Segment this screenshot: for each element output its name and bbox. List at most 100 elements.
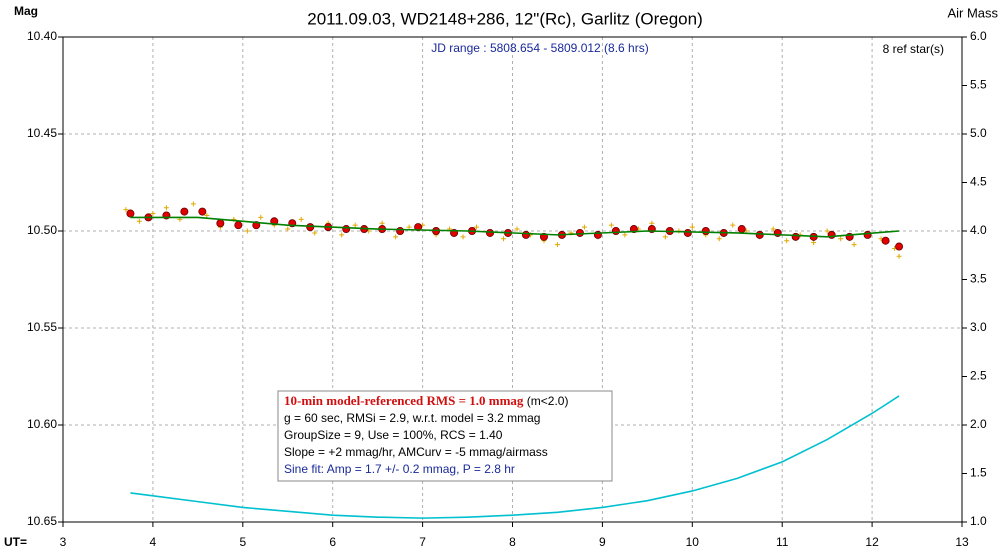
binned-point <box>486 228 495 237</box>
raw-point <box>649 220 655 226</box>
y2-tick-label: 3.5 <box>970 272 987 286</box>
binned-point <box>791 232 800 241</box>
raw-point <box>689 224 695 230</box>
raw-point <box>393 234 399 240</box>
y-tick-label: 10.40 <box>27 29 57 43</box>
raw-point <box>851 242 857 248</box>
raw-point <box>716 236 722 242</box>
y2-tick-label: 1.5 <box>970 466 987 480</box>
series-line <box>130 216 900 238</box>
series-line <box>130 395 900 519</box>
raw-point <box>312 230 318 236</box>
raw-point <box>379 220 385 226</box>
raw-point <box>204 212 210 218</box>
binned-point <box>198 207 207 216</box>
stats-line: GroupSize = 9, Use = 100%, RCS = 1.40 <box>284 428 503 442</box>
x-tick-label: 12 <box>865 535 879 549</box>
raw-point <box>136 218 142 224</box>
stats-line: g = 60 sec, RMSi = 2.9, w.r.t. model = 3… <box>284 411 540 425</box>
y-axis-label: Mag <box>14 4 38 18</box>
y-tick-label: 10.50 <box>27 223 57 237</box>
raw-point <box>501 236 507 242</box>
raw-point <box>150 211 156 217</box>
binned-point <box>342 225 351 234</box>
raw-point <box>770 226 776 232</box>
stats-line: Slope = +2 mmag/hr, AMCurv = -5 mmag/air… <box>284 445 548 459</box>
y2-tick-label: 6.0 <box>970 29 987 43</box>
stats-rms: 10-min model-referenced RMS = 1.0 mmag <box>284 393 524 408</box>
raw-point <box>406 224 412 230</box>
raw-point <box>298 216 304 222</box>
raw-point <box>811 240 817 246</box>
y-tick-label: 10.60 <box>27 417 57 431</box>
y2-tick-label: 4.5 <box>970 175 987 189</box>
y2-tick-label: 5.5 <box>970 78 987 92</box>
binned-point <box>180 207 189 216</box>
binned-point <box>575 228 584 237</box>
x-tick-label: 8 <box>509 535 516 549</box>
x-tick-label: 5 <box>239 535 246 549</box>
subtitle: JD range : 5808.654 - 5809.012 (8.6 hrs) <box>431 41 648 55</box>
binned-point <box>216 219 225 228</box>
binned-point <box>755 230 764 239</box>
raw-point <box>285 226 291 232</box>
y2-tick-label: 1.0 <box>970 514 987 528</box>
raw-point <box>554 242 560 248</box>
binned-point <box>126 209 135 218</box>
y-tick-label: 10.65 <box>27 514 57 528</box>
binned-point <box>234 221 243 230</box>
stats-sine-fit: Sine fit: Amp = 1.7 +/- 0.2 mmag, P = 2.… <box>284 462 515 476</box>
raw-point <box>352 222 358 228</box>
binned-point <box>737 225 746 234</box>
raw-point <box>190 201 196 207</box>
raw-point <box>244 228 250 234</box>
binned-point <box>611 226 620 235</box>
binned-point <box>701 226 710 235</box>
x-tick-label: 13 <box>955 535 969 549</box>
raw-point <box>123 207 129 213</box>
x-tick-label: 7 <box>419 535 426 549</box>
y-tick-label: 10.55 <box>27 320 57 334</box>
x-axis-label: UT= <box>4 535 27 549</box>
raw-point <box>662 234 668 240</box>
stats-box-frame <box>277 390 613 482</box>
raw-point <box>474 224 480 230</box>
y2-tick-label: 4.0 <box>970 223 987 237</box>
binned-point <box>881 236 890 245</box>
ref-stars: 8 ref star(s) <box>883 42 944 56</box>
raw-point <box>824 228 830 234</box>
x-tick-label: 11 <box>776 535 789 549</box>
binned-point <box>683 228 692 237</box>
raw-point <box>896 253 902 259</box>
x-tick-label: 4 <box>150 535 157 549</box>
raw-point <box>163 205 169 211</box>
binned-point <box>396 226 405 235</box>
raw-point <box>514 226 520 232</box>
binned-point <box>306 223 315 232</box>
binned-point <box>863 230 872 239</box>
raw-point <box>608 222 614 228</box>
x-tick-label: 10 <box>686 535 700 549</box>
y2-tick-label: 2.5 <box>970 369 987 383</box>
chart-title: 2011.09.03, WD2148+286, 12"(Rc), Garlitz… <box>307 9 703 28</box>
raw-point <box>339 232 345 238</box>
y2-tick-label: 2.0 <box>970 417 987 431</box>
x-tick-label: 6 <box>329 535 336 549</box>
raw-point <box>838 236 844 242</box>
binned-point <box>521 230 530 239</box>
binned-point <box>895 242 904 251</box>
raw-point <box>581 224 587 230</box>
raw-point <box>622 232 628 238</box>
stats-rms-line: 10-min model-referenced RMS = 1.0 mmag (… <box>284 393 568 408</box>
raw-point <box>258 214 264 220</box>
y-tick-label: 10.45 <box>27 126 57 140</box>
x-tick-label: 3 <box>60 535 67 549</box>
x-tick-label: 9 <box>599 535 606 549</box>
raw-point <box>460 234 466 240</box>
stats-rms-note: (m<2.0) <box>527 394 569 408</box>
stats-box: 10-min model-referenced RMS = 1.0 mmag (… <box>277 390 613 482</box>
y2-tick-label: 5.0 <box>970 126 987 140</box>
y2-tick-label: 3.0 <box>970 320 987 334</box>
raw-point <box>730 222 736 228</box>
